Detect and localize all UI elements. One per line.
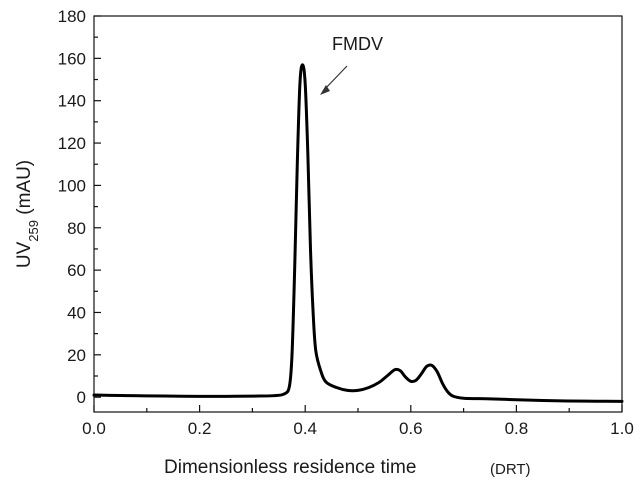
plot-frame — [93, 15, 623, 413]
y-tick-label: 160 — [58, 49, 86, 68]
y-tick-label: 100 — [58, 176, 86, 195]
x-tick-label: 0.6 — [399, 419, 423, 438]
y-tick-label: 140 — [58, 92, 86, 111]
annotation-arrowhead — [320, 85, 330, 95]
x-axis-title: Dimensionless residence time — [164, 457, 416, 478]
x-tick-label: 0.0 — [82, 419, 106, 438]
y-tick-label: 40 — [67, 303, 86, 322]
x-tick-label: 0.8 — [505, 419, 529, 438]
ticks-layer — [93, 15, 623, 412]
y-axis-title: UV259 (mAU) — [14, 160, 41, 268]
y-tick-label: 80 — [67, 219, 86, 238]
y-tick-label: 0 — [77, 388, 86, 407]
y-tick-label: 120 — [58, 134, 86, 153]
y-tick-label: 60 — [67, 261, 86, 280]
x-tick-label: 0.4 — [293, 419, 317, 438]
y-axis-title-subscript: 259 — [26, 220, 41, 242]
annotation-label: FMDV — [332, 34, 383, 54]
x-tick-label: 1.0 — [610, 419, 634, 438]
x-axis-note: (DRT) — [490, 461, 531, 478]
y-tick-label: 20 — [67, 346, 86, 365]
y-axis-title-suffix: (mAU) — [14, 160, 35, 220]
tick-labels-layer: 0.0 0.2 0.4 0.6 0.8 1.0 0 20 40 60 80 100 120 140 160 1… — [58, 7, 634, 438]
y-tick-label: 180 — [58, 7, 86, 26]
y-axis-title-prefix: UV — [14, 241, 35, 268]
x-tick-label: 0.2 — [188, 419, 212, 438]
series-line — [92, 63, 624, 403]
